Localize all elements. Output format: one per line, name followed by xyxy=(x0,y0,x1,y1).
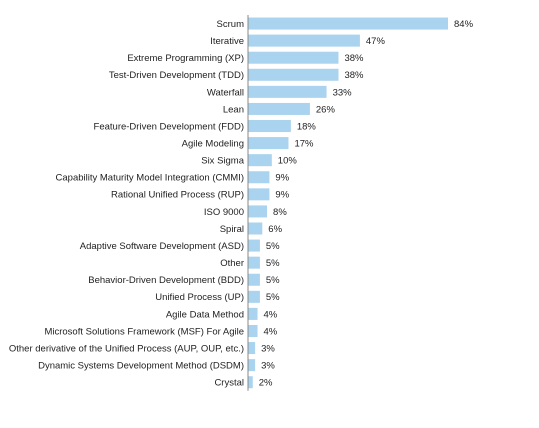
bar-dynamic-systems-development-method-dsdm xyxy=(248,359,256,372)
value-label-adaptive-software-development-asd: 5% xyxy=(266,241,280,252)
value-label-feature-driven-development-fdd: 18% xyxy=(297,121,317,132)
value-label-capability-maturity-model-integration-cmmi: 9% xyxy=(275,173,289,184)
category-label-agile-modeling: Agile Modeling xyxy=(182,139,244,150)
bar-feature-driven-development-fdd xyxy=(248,120,291,133)
bar-test-driven-development-tdd xyxy=(248,68,339,81)
category-label-dynamic-systems-development-method-dsdm: Dynamic Systems Development Method (DSDM… xyxy=(38,361,244,372)
category-label-unified-process-up: Unified Process (UP) xyxy=(155,292,244,303)
value-label-iso-9000: 8% xyxy=(273,207,287,218)
bar-agile-data-method xyxy=(248,307,258,320)
category-label-extreme-programming-xp: Extreme Programming (XP) xyxy=(127,53,244,64)
bar-microsoft-solutions-framework-msf-for-agile xyxy=(248,324,258,337)
category-label-iso-9000: ISO 9000 xyxy=(204,207,244,218)
value-label-dynamic-systems-development-method-dsdm: 3% xyxy=(261,361,275,372)
value-label-agile-modeling: 17% xyxy=(294,139,314,150)
category-label-lean: Lean xyxy=(223,104,244,115)
category-label-waterfall: Waterfall xyxy=(207,87,244,98)
bar-capability-maturity-model-integration-cmmi xyxy=(248,171,270,184)
value-label-behavior-driven-development-bdd: 5% xyxy=(266,275,280,286)
bar-agile-modeling xyxy=(248,137,289,150)
value-label-scrum: 84% xyxy=(454,19,474,30)
bar-waterfall xyxy=(248,85,327,98)
category-label-six-sigma: Six Sigma xyxy=(201,156,244,167)
category-label-other: Other xyxy=(220,258,244,269)
value-label-iterative: 47% xyxy=(366,36,386,47)
category-label-test-driven-development-tdd: Test-Driven Development (TDD) xyxy=(109,70,244,81)
bar-unified-process-up xyxy=(248,290,260,303)
bar-rational-unified-process-rup xyxy=(248,188,270,201)
category-labels-group: Scrum Iterative Extreme Programming (XP) Te… xyxy=(9,19,245,389)
category-label-iterative: Iterative xyxy=(210,36,244,47)
value-label-agile-data-method: 4% xyxy=(264,309,278,320)
bar-iterative xyxy=(248,34,360,47)
category-label-adaptive-software-development-asd: Adaptive Software Development (ASD) xyxy=(80,241,244,252)
category-label-feature-driven-development-fdd: Feature-Driven Development (FDD) xyxy=(94,121,244,132)
category-label-behavior-driven-development-bdd: Behavior-Driven Development (BDD) xyxy=(88,275,244,286)
bar-spiral xyxy=(248,222,263,235)
category-label-microsoft-solutions-framework-msf-for-agile: Microsoft Solutions Framework (MSF) For … xyxy=(44,326,244,337)
value-label-test-driven-development-tdd: 38% xyxy=(344,70,364,81)
value-label-extreme-programming-xp: 38% xyxy=(344,53,364,64)
bar-crystal xyxy=(248,376,253,389)
value-label-rational-unified-process-rup: 9% xyxy=(275,190,289,201)
value-label-lean: 26% xyxy=(316,104,336,115)
bar-lean xyxy=(248,102,310,115)
value-label-unified-process-up: 5% xyxy=(266,292,280,303)
value-label-six-sigma: 10% xyxy=(278,156,298,167)
category-label-rational-unified-process-rup: Rational Unified Process (RUP) xyxy=(111,190,244,201)
category-label-crystal: Crystal xyxy=(214,378,244,389)
bar-adaptive-software-development-asd xyxy=(248,239,260,252)
value-label-crystal: 2% xyxy=(259,378,273,389)
category-label-scrum: Scrum xyxy=(217,19,245,30)
bar-other-derivative-of-the-unified-process-aup-oup-etc xyxy=(248,342,256,355)
value-label-microsoft-solutions-framework-msf-for-agile: 4% xyxy=(264,326,278,337)
category-label-agile-data-method: Agile Data Method xyxy=(166,309,244,320)
bar-six-sigma xyxy=(248,154,272,167)
bar-scrum xyxy=(248,17,448,30)
category-label-other-derivative-of-the-unified-process-aup-oup-etc: Other derivative of the Unified Process … xyxy=(9,343,244,354)
value-label-waterfall: 33% xyxy=(333,87,353,98)
category-label-capability-maturity-model-integration-cmmi: Capability Maturity Model Integration (C… xyxy=(56,173,244,184)
bars-group xyxy=(248,17,448,389)
category-label-spiral: Spiral xyxy=(220,224,244,235)
bar-other xyxy=(248,256,260,269)
value-label-spiral: 6% xyxy=(268,224,282,235)
bar-extreme-programming-xp xyxy=(248,51,339,64)
bar-behavior-driven-development-bdd xyxy=(248,273,260,286)
bar-iso-9000 xyxy=(248,205,268,218)
value-label-other: 5% xyxy=(266,258,280,269)
value-label-other-derivative-of-the-unified-process-aup-oup-etc: 3% xyxy=(261,343,275,354)
value-labels-group: 84%47%38%38%33%26%18%17%10%9%9%8%6%5%5%5… xyxy=(259,19,474,389)
